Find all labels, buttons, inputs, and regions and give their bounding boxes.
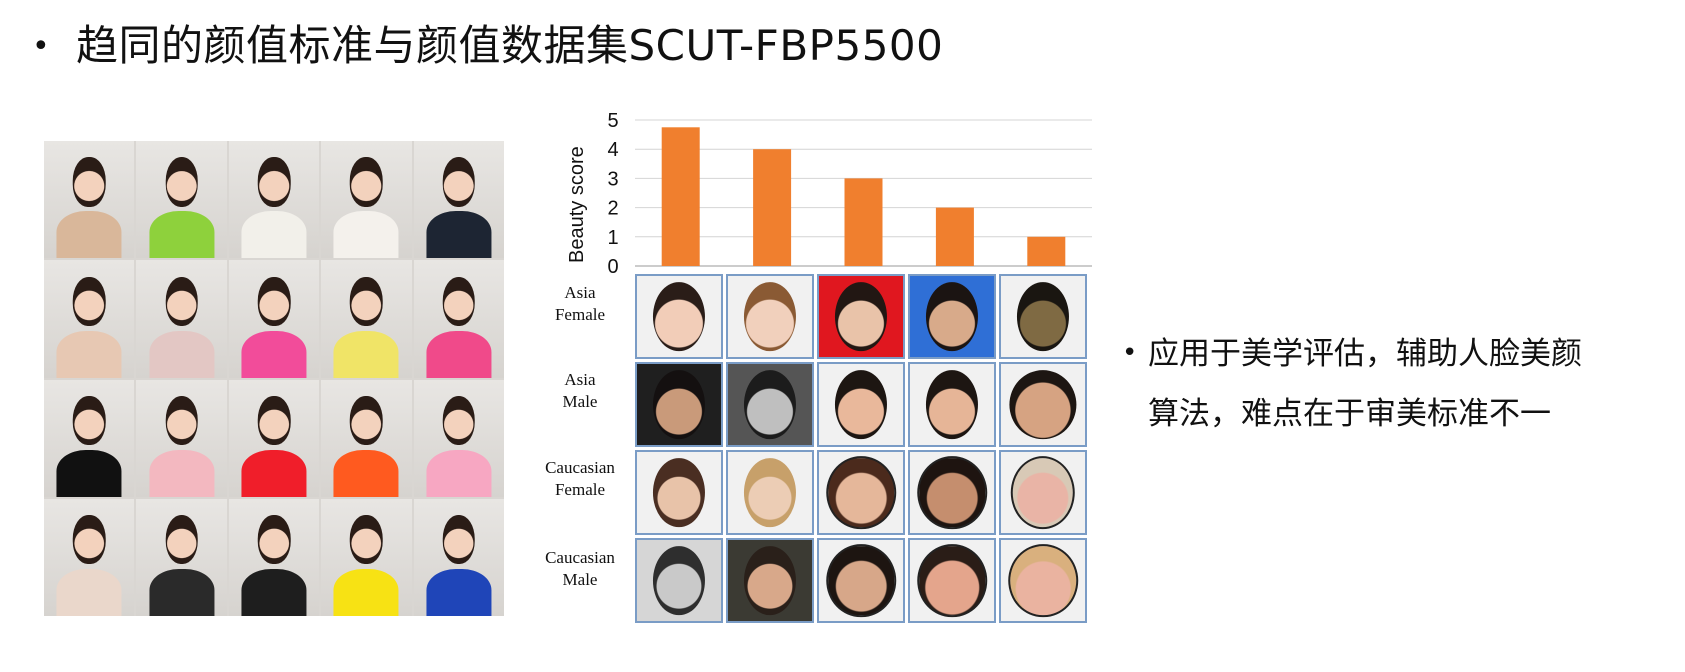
row-label-line1: Asia (564, 370, 596, 389)
face-row-asia-female (635, 274, 1087, 359)
portrait-image (44, 379, 135, 497)
portrait-image (228, 260, 320, 378)
portrait-image (228, 498, 320, 616)
face-image (999, 362, 1087, 447)
row-label-line2: Male (562, 392, 598, 411)
portrait-image (136, 498, 227, 616)
face-image (726, 450, 814, 535)
beauty-score-chart: 0 1 2 3 4 5 (560, 110, 1100, 278)
face-row-caucasian-female (635, 450, 1087, 535)
face-image (726, 538, 814, 623)
slide-title: 趋同的颜值标准与颜值数据集SCUT-FBP5500 (76, 21, 944, 70)
portrait-image (136, 260, 227, 378)
row-label-line1: Caucasian (545, 458, 615, 477)
beauty-score-chart-svg: 0 1 2 3 4 5 (607, 110, 1092, 278)
face-image (635, 362, 723, 447)
row-label-line2: Female (554, 480, 606, 499)
face-row-caucasian-male (635, 538, 1087, 623)
portrait-image (321, 498, 412, 616)
face-image (635, 274, 723, 359)
chart-y-tick-label: 2 (607, 198, 618, 220)
chart-y-tick-label: 4 (607, 139, 618, 161)
face-image (635, 450, 723, 535)
portrait-image (228, 141, 320, 259)
side-bullet: • (1122, 338, 1138, 368)
chart-y-tick-label: 5 (607, 110, 618, 132)
side-description: 应用于美学评估，辅助人脸美颜 算法，难点在于审美标准不一 (1148, 324, 1668, 444)
portrait-image (228, 379, 320, 497)
row-label-line2: Female (554, 305, 606, 324)
portrait-image (321, 260, 412, 378)
portrait-image (44, 141, 135, 259)
face-image (817, 538, 905, 623)
face-image (908, 450, 996, 535)
portrait-image (44, 260, 135, 378)
portrait-image (413, 379, 504, 497)
side-description-line2: 算法，难点在于审美标准不一 (1148, 396, 1551, 432)
chart-y-tick-label: 1 (607, 227, 618, 249)
row-label-asia-female: Asia Female (525, 282, 635, 326)
face-image (908, 362, 996, 447)
side-description-line1: 应用于美学评估，辅助人脸美颜 (1148, 336, 1582, 372)
face-image (999, 450, 1087, 535)
portrait-image (136, 379, 227, 497)
portrait-image (413, 498, 504, 616)
chart-bar (935, 207, 974, 266)
row-label-asia-male: Asia Male (525, 369, 635, 413)
face-image (999, 274, 1087, 359)
portrait-image (321, 141, 412, 259)
row-label-line2: Male (562, 570, 598, 589)
face-image (817, 362, 905, 447)
row-label-caucasian-male: Caucasian Male (525, 547, 635, 591)
face-image (908, 538, 996, 623)
face-image (999, 538, 1087, 623)
chart-bar (753, 149, 792, 266)
chart-y-tick-label: 3 (607, 168, 618, 190)
face-image (817, 450, 905, 535)
row-label-caucasian-female: Caucasian Female (525, 457, 635, 501)
row-label-line1: Caucasian (545, 548, 615, 567)
face-image (726, 274, 814, 359)
portrait-image (413, 141, 504, 259)
title-bullet: • (32, 29, 50, 64)
chart-bar (844, 178, 883, 266)
face-image (908, 274, 996, 359)
portrait-image (136, 141, 227, 259)
row-label-line1: Asia (564, 283, 596, 302)
portrait-image (413, 260, 504, 378)
chart-y-tick-label: 0 (607, 256, 618, 278)
chart-bar (1027, 236, 1066, 266)
portrait-grid (44, 141, 504, 616)
portrait-image (44, 498, 135, 616)
face-row-asia-male (635, 362, 1087, 447)
face-image (817, 274, 905, 359)
portrait-image (321, 379, 412, 497)
chart-bar (661, 127, 700, 266)
face-image (726, 362, 814, 447)
face-image (635, 538, 723, 623)
